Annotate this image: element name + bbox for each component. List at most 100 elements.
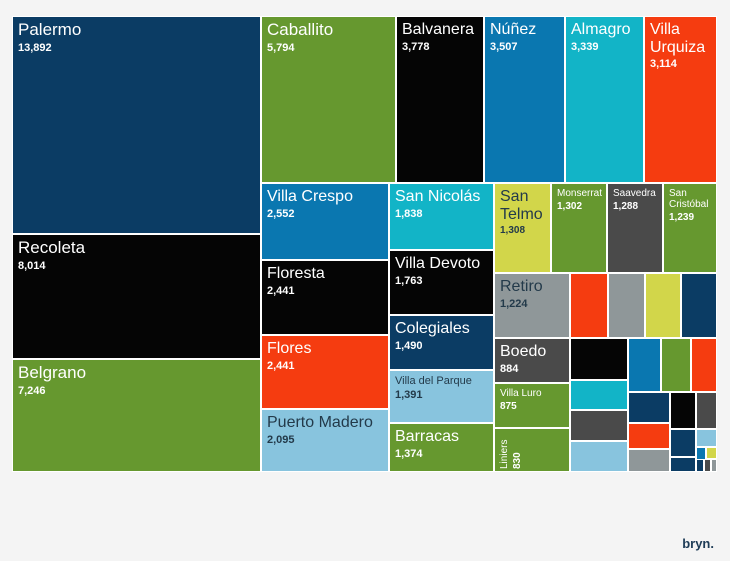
cell-name-label: Puerto Madero [267,414,373,431]
treemap-cell-unlabeled [691,338,717,392]
cell-name-label: Villa Crespo [267,188,353,205]
treemap-cell-unlabeled [570,273,608,338]
treemap-cell-boedo: Boedo 884 [494,338,570,383]
cell-value-label: 1,239 [669,212,695,223]
treemap-cell-san-crist-bal: San Cristóbal 1,239 [663,183,717,273]
treemap-cell-unlabeled [681,273,717,338]
cell-value-label: 2,095 [267,433,295,446]
cell-value-label: 13,892 [18,41,52,54]
cell-value-label: 2,441 [267,359,295,372]
treemap-cell-balvanera: Balvanera 3,778 [396,16,484,183]
treemap-cell-unlabeled [570,380,628,410]
cell-value-label: 1,302 [557,201,583,212]
cell-name-label: Liniers [499,439,510,469]
treemap-cell-unlabeled [645,273,681,338]
cell-value-label: 1,391 [395,389,423,402]
treemap-cell-unlabeled [706,447,717,459]
cell-value-label: 1,763 [395,274,423,287]
treemap-cell-unlabeled [570,338,628,380]
cell-value-label: 2,552 [267,207,295,220]
cell-name-label: Monserrat [557,188,603,199]
cell-value-label: 1,838 [395,207,423,220]
cell-value-label: 3,339 [571,40,599,53]
cell-value-label: 3,114 [650,58,677,71]
cell-name-label: San Cristóbal [669,188,709,210]
treemap-cell-unlabeled [704,459,711,472]
treemap-cell-barracas: Barracas 1,374 [389,423,494,472]
cell-name-label: Balvanera [402,21,475,38]
treemap-cell-villa-crespo: Villa Crespo 2,552 [261,183,389,260]
cell-name-label: Villa del Parque [395,375,472,387]
cell-name-label: Saavedra [613,188,656,199]
treemap-cell-almagro: Almagro 3,339 [565,16,644,183]
brand-logo: bryn. [682,536,714,551]
treemap-cell-villa-luro: Villa Luro 875 [494,383,570,428]
cell-value-label: 884 [500,362,519,375]
treemap-cell-unlabeled [628,449,670,472]
cell-value-label: 875 [500,401,517,412]
cell-name-label: San Nicolás [395,188,481,205]
cell-name-label: Flores [267,340,312,357]
cell-name-label: Recoleta [18,238,86,257]
treemap-cell-unlabeled [628,392,670,423]
cell-value-label: 5,794 [267,41,295,54]
treemap-cell-unlabeled [608,273,645,338]
cell-name-label: Villa Devoto [395,255,481,272]
cell-value-label: 2,441 [267,284,295,297]
treemap-cell-saavedra: Saavedra 1,288 [607,183,663,273]
treemap-cell-colegiales: Colegiales 1,490 [389,315,494,370]
treemap-chart: Palermo 13,892 Recoleta 8,014 Belgrano 7,246 C… [12,16,718,472]
cell-name-label: Floresta [267,265,325,282]
cell-value-label: 1,224 [500,297,528,310]
treemap-cell-unlabeled [696,429,717,447]
cell-value-label: 1,288 [613,201,639,212]
cell-name-label: Colegiales [395,320,470,337]
treemap-cell-recoleta: Recoleta 8,014 [12,234,261,359]
treemap-cell-unlabeled [670,429,696,457]
treemap-cell-san-telmo: San Telmo 1,308 [494,183,551,273]
cell-value-label: 1,374 [395,447,423,460]
cell-name-label: Villa Luro [500,388,542,399]
treemap-cell-floresta: Floresta 2,441 [261,260,389,335]
treemap-cell-unlabeled [670,457,696,472]
cell-name-label: San Telmo [500,188,543,223]
treemap-cell-unlabeled [628,423,670,449]
cell-value-label: 3,507 [490,40,518,53]
cell-value-label: 1,490 [395,339,423,352]
cell-name-label: Boedo [500,343,547,360]
cell-name-label: Belgrano [18,363,87,382]
treemap-cell-villa-urquiza: Villa Urquiza 3,114 [644,16,717,183]
treemap-cell-unlabeled [696,392,717,429]
cell-name-label: Palermo [18,20,82,39]
cell-name-label: Barracas [395,428,460,445]
treemap-cell-liniers: Liniers 830 [494,428,570,472]
treemap-cell-unlabeled [711,459,717,472]
treemap-cell-caballito: Caballito 5,794 [261,16,396,183]
treemap-cell-unlabeled [661,338,691,392]
cell-value-label: 7,246 [18,384,46,397]
treemap-cell-monserrat: Monserrat 1,302 [551,183,607,273]
treemap-cell-unlabeled [628,338,661,392]
treemap-cell-villa-devoto: Villa Devoto 1,763 [389,250,494,315]
treemap-cell-unlabeled [570,410,628,441]
treemap-cell-flores: Flores 2,441 [261,335,389,409]
treemap-cell-belgrano: Belgrano 7,246 [12,359,261,472]
treemap-cell-unlabeled [670,392,696,429]
treemap-cell-unlabeled [696,459,704,472]
cell-name-label: Núñez [490,21,537,38]
cell-value-label: 3,778 [402,40,430,53]
treemap-cell-villa-del-parque: Villa del Parque 1,391 [389,370,494,423]
treemap-cell-san-nicol-s: San Nicolás 1,838 [389,183,494,250]
cell-value-label: 1,308 [500,225,526,237]
treemap-cell-retiro: Retiro 1,224 [494,273,570,338]
cell-name-label: Villa Urquiza [650,21,706,56]
treemap-cell-unlabeled [570,441,628,472]
cell-value-label: 830 [512,452,523,469]
treemap-cell-palermo: Palermo 13,892 [12,16,261,234]
cell-name-label: Almagro [571,21,631,38]
treemap-cell-n-ez: Núñez 3,507 [484,16,565,183]
cell-value-label: 8,014 [18,259,46,272]
cell-name-label: Caballito [267,20,334,39]
cell-name-label: Retiro [500,278,543,295]
treemap-cell-puerto-madero: Puerto Madero 2,095 [261,409,389,472]
